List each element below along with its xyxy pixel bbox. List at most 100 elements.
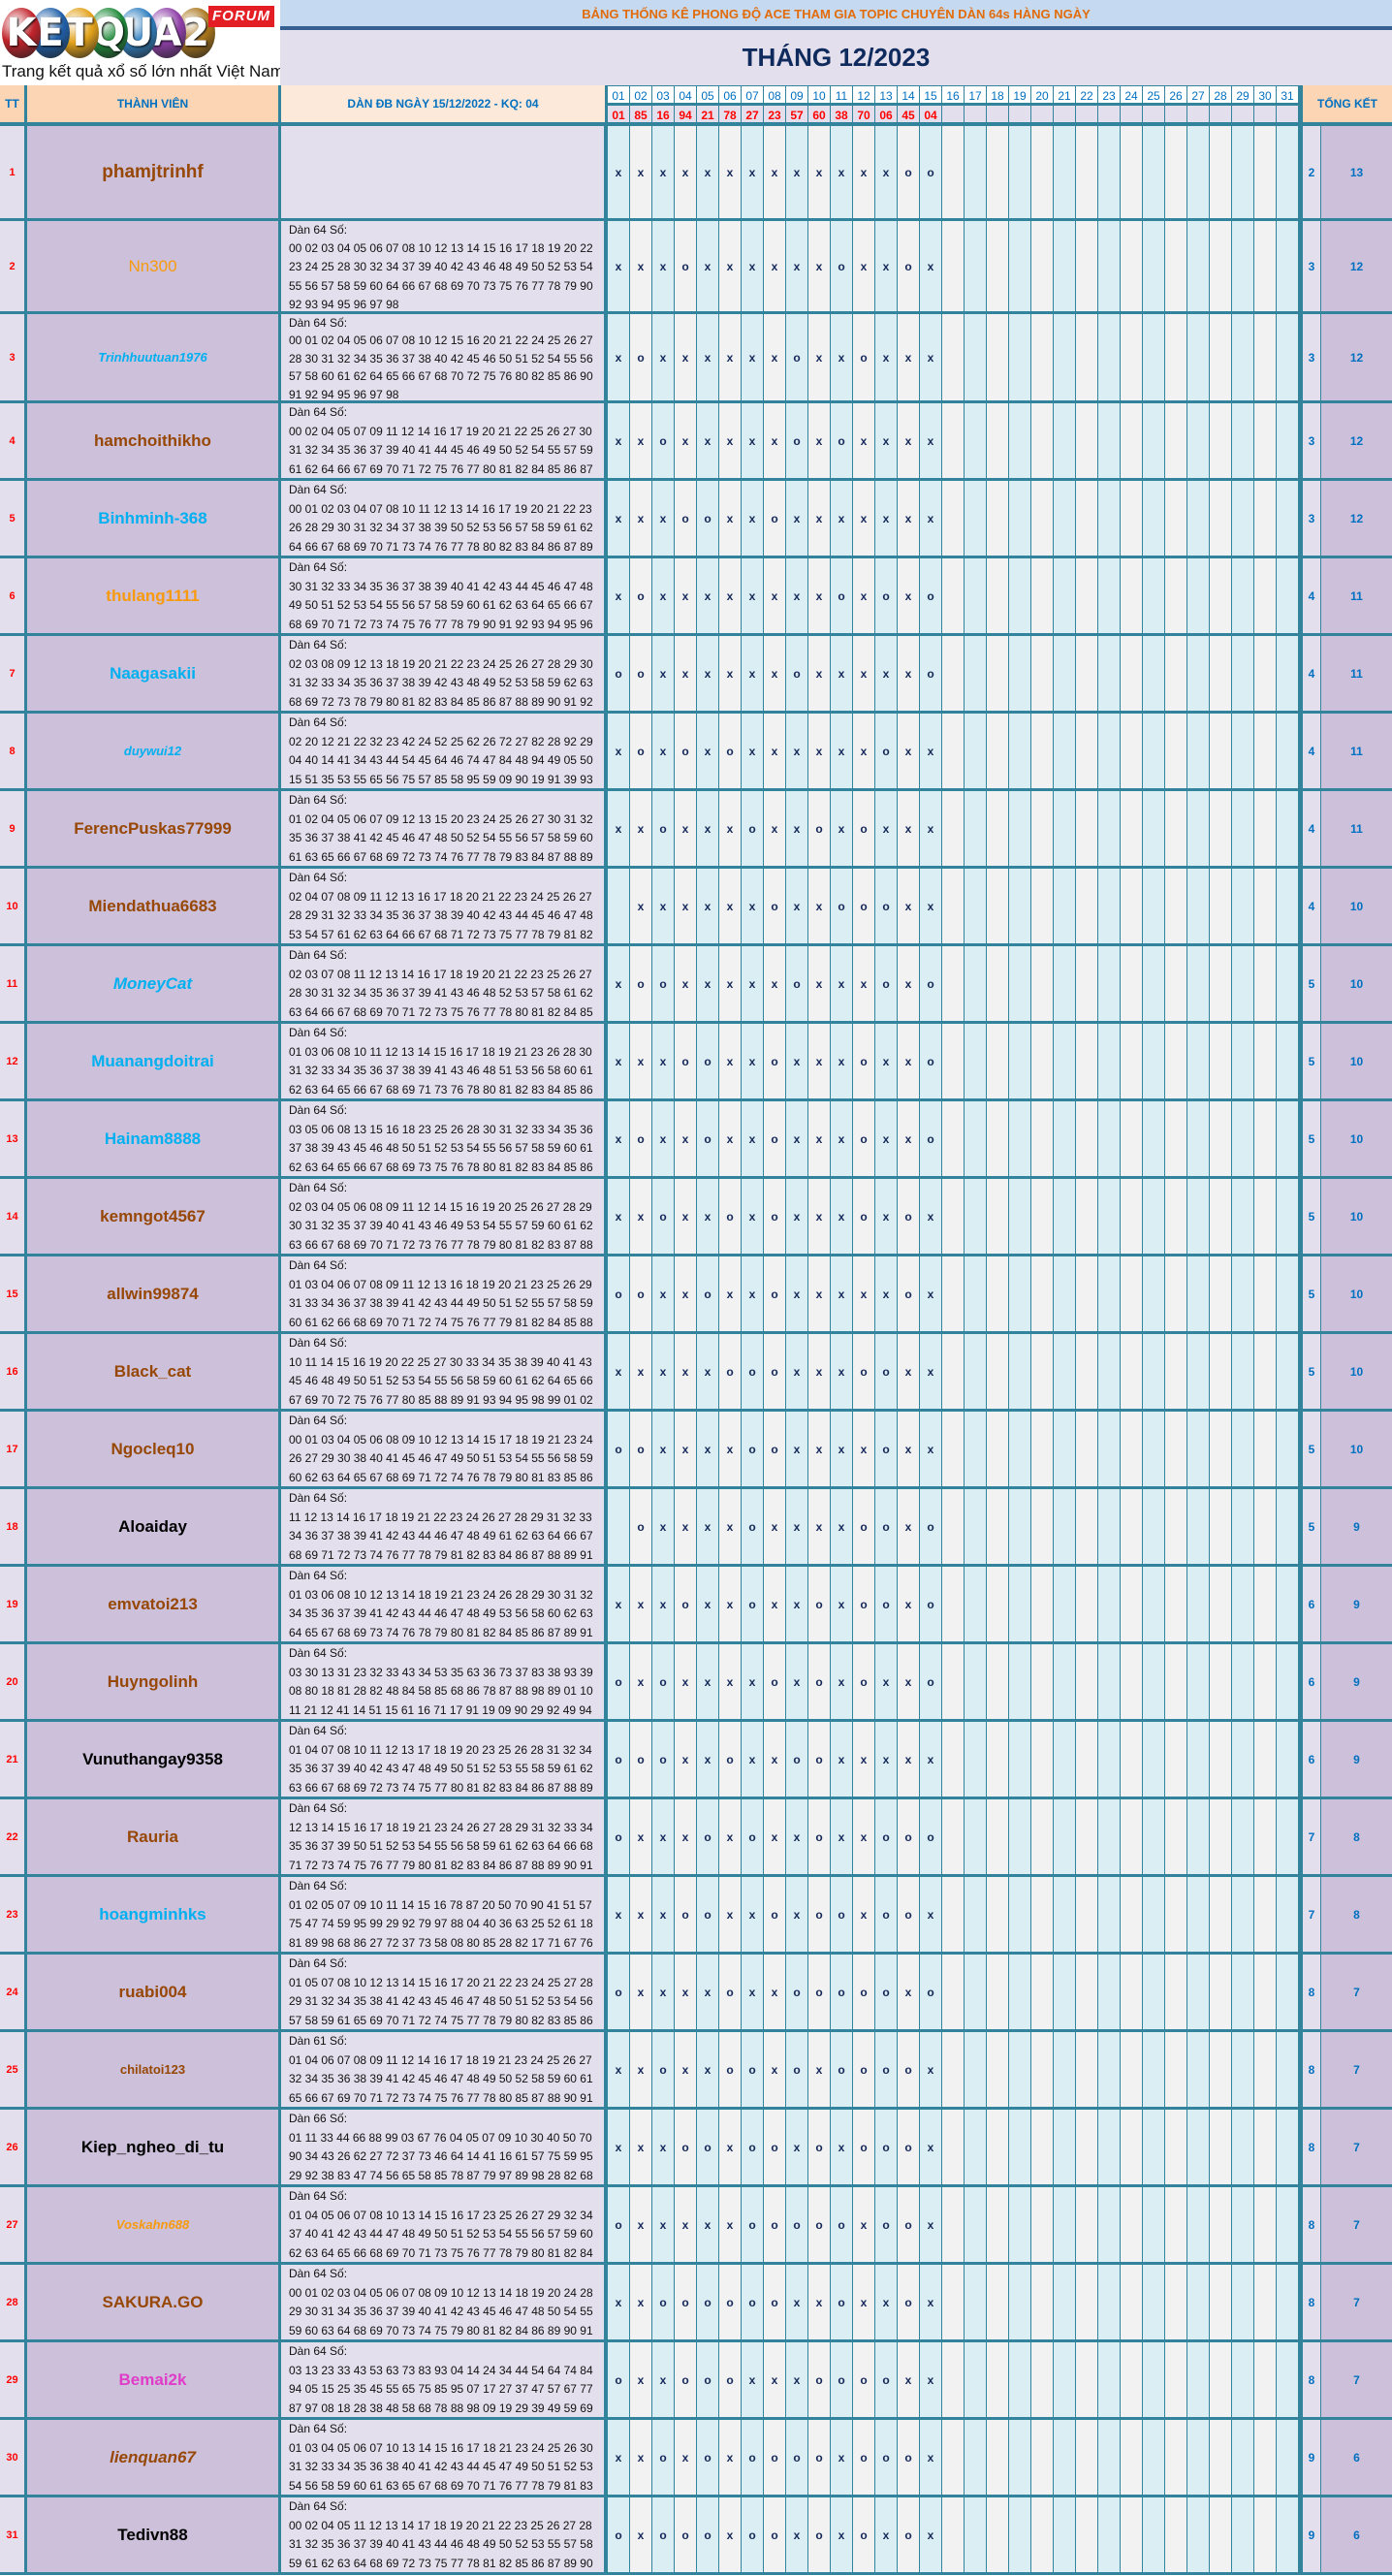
day-mark — [1277, 791, 1299, 869]
member-name[interactable]: Kiep_ngheo_di_tu — [27, 2110, 281, 2187]
day-mark — [1121, 1101, 1143, 1179]
day-result-28 — [1210, 106, 1232, 126]
day-mark — [1254, 2420, 1277, 2497]
member-name[interactable]: phamjtrinhf — [27, 126, 281, 221]
day-mark — [1121, 791, 1143, 869]
member-name[interactable]: allwin99874 — [27, 1256, 281, 1334]
summary-o-count: 5 — [1299, 1101, 1321, 1179]
summary-o-count: 5 — [1299, 1024, 1321, 1101]
member-name[interactable]: emvatoi213 — [27, 1567, 281, 1644]
member-name[interactable]: hoangminhks — [27, 1877, 281, 1955]
dan-line: 31 33 34 36 37 38 39 41 42 43 44 49 50 5… — [289, 1296, 593, 1310]
day-mark: o — [875, 1955, 898, 2032]
day-mark: x — [875, 1101, 898, 1179]
day-mark — [1210, 714, 1232, 791]
day-mark — [942, 1955, 965, 2032]
dan-line: 64 65 67 68 69 73 74 76 78 79 80 81 82 8… — [289, 1625, 593, 1639]
member-name[interactable]: Hainam8888 — [27, 1101, 281, 1179]
member-name[interactable]: FerencPuskas77999 — [27, 791, 281, 869]
day-mark: o — [853, 2032, 875, 2110]
summary-o-count: 3 — [1299, 481, 1321, 558]
day-mark — [1277, 1101, 1299, 1179]
day-mark: x — [898, 869, 920, 946]
dan-title: Dàn 66 Số: — [289, 2112, 348, 2125]
day-mark — [942, 1024, 965, 1101]
day-mark: x — [875, 1179, 898, 1256]
day-mark: o — [920, 1567, 942, 1644]
dan-line: 92 93 94 95 96 97 98 — [289, 297, 399, 311]
day-mark: x — [808, 714, 831, 791]
member-name[interactable]: Tedivn88 — [27, 2497, 281, 2575]
day-mark: o — [831, 403, 853, 481]
day-mark — [1232, 1644, 1254, 1722]
day-mark — [1143, 2032, 1165, 2110]
dan-line: 26 28 29 30 31 32 34 37 38 39 50 52 53 5… — [289, 521, 593, 534]
day-mark — [942, 1179, 965, 1256]
summary-x-count: 10 — [1321, 1256, 1392, 1334]
day-mark: x — [675, 2032, 697, 2110]
member-name[interactable]: Binhminh-368 — [27, 481, 281, 558]
day-mark — [1009, 1799, 1031, 1877]
day-mark — [1054, 314, 1076, 403]
member-name[interactable]: Ngocleq10 — [27, 1412, 281, 1489]
day-result-01: 01 — [608, 106, 630, 126]
day-result-20 — [1031, 106, 1054, 126]
day-mark: o — [764, 2110, 786, 2187]
day-mark: x — [898, 1567, 920, 1644]
day-result-24 — [1121, 106, 1143, 126]
dan-line: 28 29 31 32 33 34 35 36 37 38 39 40 42 4… — [289, 908, 593, 922]
member-name[interactable]: chilatoi123 — [27, 2032, 281, 2110]
member-name[interactable]: Muanangdoitrai — [27, 1024, 281, 1101]
day-mark — [1165, 1256, 1187, 1334]
member-name[interactable]: hamchoithikho — [27, 403, 281, 481]
day-mark: x — [719, 2187, 742, 2265]
day-mark — [1031, 2497, 1054, 2575]
row-number: 20 — [0, 1644, 27, 1722]
member-name[interactable]: Voskahn688 — [27, 2187, 281, 2265]
day-mark — [1009, 314, 1031, 403]
member-name[interactable]: SAKURA.GO — [27, 2265, 281, 2342]
member-name[interactable]: Black_cat — [27, 1334, 281, 1412]
day-mark: x — [920, 2187, 942, 2265]
member-name[interactable]: Vunuthangay9358 — [27, 1722, 281, 1799]
day-mark: x — [608, 403, 630, 481]
day-mark — [1076, 1799, 1098, 1877]
day-mark — [1098, 1334, 1121, 1412]
summary-o-count: 2 — [1299, 126, 1321, 221]
dan-line: 57 58 59 61 65 69 70 71 72 74 75 77 78 7… — [289, 2013, 593, 2027]
member-name[interactable]: Aloaiday — [27, 1489, 281, 1567]
day-mark — [1143, 1644, 1165, 1722]
day-mark — [1143, 714, 1165, 791]
member-name[interactable]: MoneyCat — [27, 946, 281, 1024]
day-mark: o — [898, 2497, 920, 2575]
member-name[interactable]: Bemai2k — [27, 2342, 281, 2420]
member-name[interactable]: lienquan67 — [27, 2420, 281, 2497]
day-header-09: 09 — [786, 85, 808, 106]
day-mark — [942, 2420, 965, 2497]
dan-line: 31 32 33 34 35 36 37 38 39 42 43 48 49 5… — [289, 676, 593, 689]
member-name[interactable]: Rauria — [27, 1799, 281, 1877]
day-mark — [1232, 1877, 1254, 1955]
member-name[interactable]: thulang1111 — [27, 558, 281, 636]
member-name[interactable]: Trinhhuutuan1976 — [27, 314, 281, 403]
member-name[interactable]: ruabi004 — [27, 1955, 281, 2032]
day-mark — [1277, 1334, 1299, 1412]
member-name[interactable]: Huyngolinh — [27, 1644, 281, 1722]
member-name[interactable]: kemngot4567 — [27, 1179, 281, 1256]
day-mark: x — [608, 714, 630, 791]
summary-o-count: 5 — [1299, 1412, 1321, 1489]
member-name[interactable]: Nn300 — [27, 221, 281, 314]
day-mark: x — [786, 1877, 808, 1955]
day-mark: x — [742, 1101, 764, 1179]
day-mark: x — [608, 1101, 630, 1179]
dan-line: 35 36 37 38 41 42 45 46 47 48 50 52 54 5… — [289, 831, 593, 844]
member-name[interactable]: Miendathua6683 — [27, 869, 281, 946]
summary-x-count: 7 — [1321, 2187, 1392, 2265]
day-mark — [987, 1567, 1009, 1644]
day-mark: x — [853, 403, 875, 481]
member-name[interactable]: Naagasakii — [27, 636, 281, 714]
day-mark: o — [786, 2187, 808, 2265]
member-name[interactable]: duywui12 — [27, 714, 281, 791]
day-result-19 — [1009, 106, 1031, 126]
